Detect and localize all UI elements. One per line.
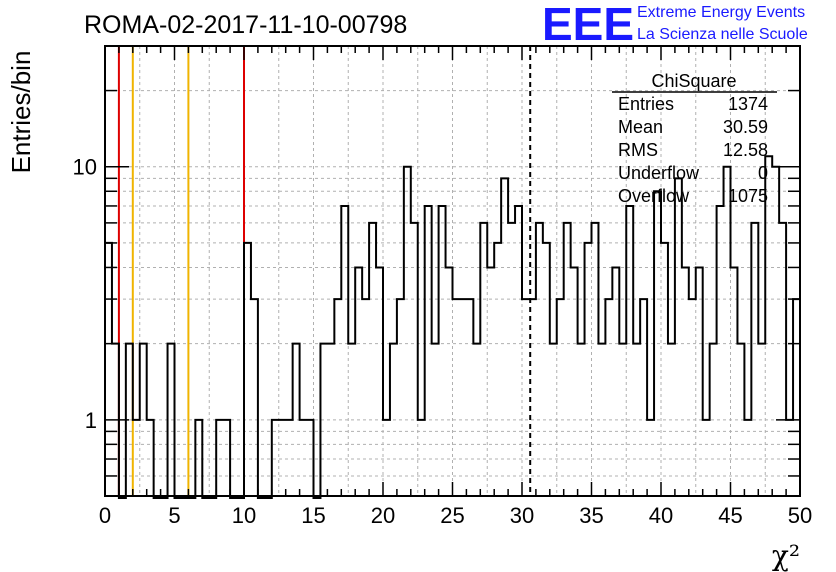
- y-axis-label: Entries/bin: [6, 51, 36, 174]
- stats-label: Mean: [618, 117, 663, 137]
- x-tick-labels: 0 5 10 15 20 25 30 35 40 45 50: [99, 503, 812, 528]
- eee-logo: EEE: [542, 0, 634, 50]
- x-tick-label: 10: [232, 503, 256, 528]
- x-axis-label: χ²: [772, 539, 800, 572]
- x-tick-label: 5: [168, 503, 180, 528]
- logo-line-2: La Scienza nelle Scuole: [637, 26, 808, 43]
- x-tick-label: 35: [579, 503, 603, 528]
- stats-label: RMS: [618, 140, 658, 160]
- marker-lines: [117, 46, 532, 496]
- x-tick-label: 0: [99, 503, 111, 528]
- x-tick-label: 40: [649, 503, 673, 528]
- stats-value: 0: [758, 163, 768, 183]
- y-tick-label: 10: [73, 155, 97, 180]
- histogram-step-line: [105, 155, 800, 499]
- stats-value: 30.59: [723, 117, 768, 137]
- stats-title: ChiSquare: [651, 71, 736, 91]
- run-title: ROMA-02-2017-11-10-00798: [84, 11, 407, 39]
- stats-value: 1374: [728, 94, 768, 114]
- stats-value: 1075: [728, 186, 768, 206]
- grid-lines: [105, 46, 800, 496]
- x-tick-label: 20: [371, 503, 395, 528]
- x-tick-label: 45: [718, 503, 742, 528]
- y-tick-label: 1: [85, 408, 97, 433]
- stats-value: 12.58: [723, 140, 768, 160]
- y-tick-labels: 1 10: [73, 155, 97, 433]
- x-tick-label: 50: [788, 503, 812, 528]
- x-tick-label: 25: [440, 503, 464, 528]
- logo-line-1: Extreme Energy Events: [637, 4, 805, 21]
- stats-label: Entries: [618, 94, 674, 114]
- axis-ticks: [104, 46, 801, 496]
- stats-label: Underflow: [618, 163, 700, 183]
- x-tick-label: 15: [301, 503, 325, 528]
- x-tick-label: 30: [510, 503, 534, 528]
- stats-box: ChiSquare Entries 1374 Mean 30.59 RMS 12…: [612, 71, 777, 206]
- stats-label: Overflow: [618, 186, 690, 206]
